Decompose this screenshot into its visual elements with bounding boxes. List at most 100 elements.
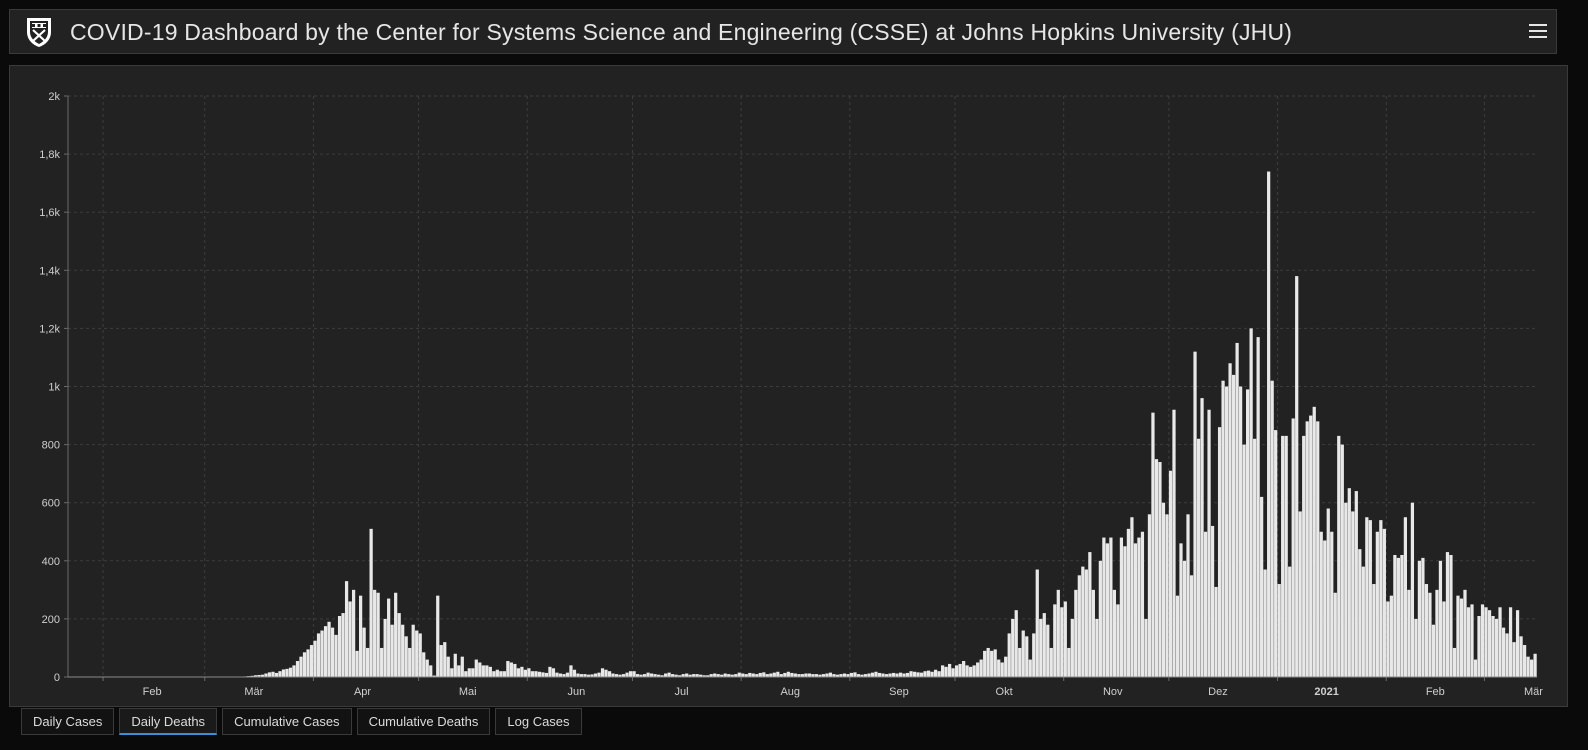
bar: [1242, 444, 1246, 677]
bar: [1119, 537, 1124, 677]
dashboard-title: COVID-19 Dashboard by the Center for Sys…: [70, 19, 1293, 45]
x-tick-label: Jul: [675, 686, 689, 698]
bar: [748, 672, 752, 677]
bar: [359, 595, 363, 677]
bar: [1018, 647, 1022, 677]
bar: [492, 671, 496, 677]
bar: [513, 663, 517, 677]
bar: [1365, 517, 1369, 677]
bar: [548, 666, 552, 677]
bar: [569, 665, 573, 677]
bar: [811, 674, 815, 677]
bar: [1151, 412, 1155, 677]
bar: [474, 659, 478, 677]
bar: [1330, 531, 1334, 677]
bar: [565, 672, 570, 677]
bar: [387, 598, 391, 677]
bar: [1449, 554, 1453, 677]
bar: [1182, 560, 1187, 677]
bar: [741, 673, 745, 677]
bar: [1421, 557, 1425, 677]
bar: [902, 673, 906, 677]
bar: [1442, 601, 1446, 677]
bar: [516, 668, 520, 677]
bar: [1095, 618, 1099, 677]
bar: [1193, 351, 1197, 677]
bar: [1403, 517, 1407, 677]
bar: [1179, 543, 1183, 677]
bar: [632, 671, 636, 677]
bar: [1445, 552, 1450, 677]
bar: [635, 674, 640, 677]
dashboard-header: COVID-19 Dashboard by the Center for Sys…: [9, 9, 1557, 54]
bar: [1098, 560, 1102, 677]
bar: [390, 624, 394, 677]
bar: [962, 661, 966, 677]
bar: [583, 674, 587, 677]
bar: [1035, 569, 1039, 677]
bar: [1070, 618, 1074, 677]
bar: [344, 581, 349, 677]
tab-cumulative-deaths[interactable]: Cumulative Deaths: [356, 708, 491, 735]
bar: [744, 674, 748, 677]
bar: [1389, 595, 1393, 677]
bar: [1459, 598, 1464, 677]
bar: [828, 672, 833, 677]
y-tick-label: 1,8k: [39, 149, 60, 161]
tab-cumulative-cases[interactable]: Cumulative Cases: [222, 708, 352, 735]
bar: [1515, 610, 1520, 677]
bar: [1274, 430, 1278, 677]
bar: [355, 650, 359, 677]
bar: [1161, 502, 1166, 677]
bar: [706, 675, 710, 677]
bar: [772, 672, 776, 677]
bar: [439, 645, 443, 677]
x-tick-label: Nov: [1103, 686, 1123, 698]
bar: [551, 668, 556, 677]
bar: [404, 636, 408, 677]
bar: [895, 673, 899, 677]
bar: [951, 668, 955, 677]
y-tick-label: 600: [42, 498, 60, 510]
y-tick-label: 1,4k: [39, 265, 60, 277]
bar: [1407, 589, 1411, 677]
bar: [1053, 604, 1057, 678]
hamburger-menu-icon[interactable]: [1528, 21, 1548, 41]
bar: [1221, 380, 1225, 677]
bar: [1074, 589, 1078, 677]
bar: [383, 618, 387, 677]
bar: [716, 674, 720, 677]
bar: [460, 656, 464, 677]
bar: [926, 670, 931, 677]
bar: [1410, 502, 1415, 677]
bar: [299, 656, 303, 677]
tab-daily-deaths[interactable]: Daily Deaths: [119, 708, 218, 735]
bar: [1004, 656, 1008, 677]
bar: [334, 634, 338, 677]
bar: [1235, 342, 1239, 677]
bar: [1337, 435, 1341, 677]
bar: [1358, 549, 1362, 677]
bar: [443, 642, 447, 677]
bar: [572, 669, 577, 677]
bar: [821, 674, 826, 677]
bar: [912, 671, 917, 677]
bar: [373, 589, 377, 677]
bar: [797, 674, 801, 677]
bar: [1116, 604, 1120, 678]
bar: [285, 668, 289, 677]
bar: [972, 665, 976, 677]
bar: [1088, 552, 1092, 677]
bar: [1112, 589, 1117, 677]
bar: [485, 665, 489, 677]
bar: [337, 616, 342, 677]
bar: [1130, 517, 1134, 677]
bar: [446, 656, 450, 677]
tab-log-cases[interactable]: Log Cases: [495, 708, 582, 735]
bar: [271, 671, 275, 677]
bar: [1473, 659, 1478, 677]
bar: [1165, 514, 1169, 677]
bar: [260, 674, 265, 677]
tab-daily-cases[interactable]: Daily Cases: [21, 708, 115, 735]
bar: [646, 672, 650, 677]
